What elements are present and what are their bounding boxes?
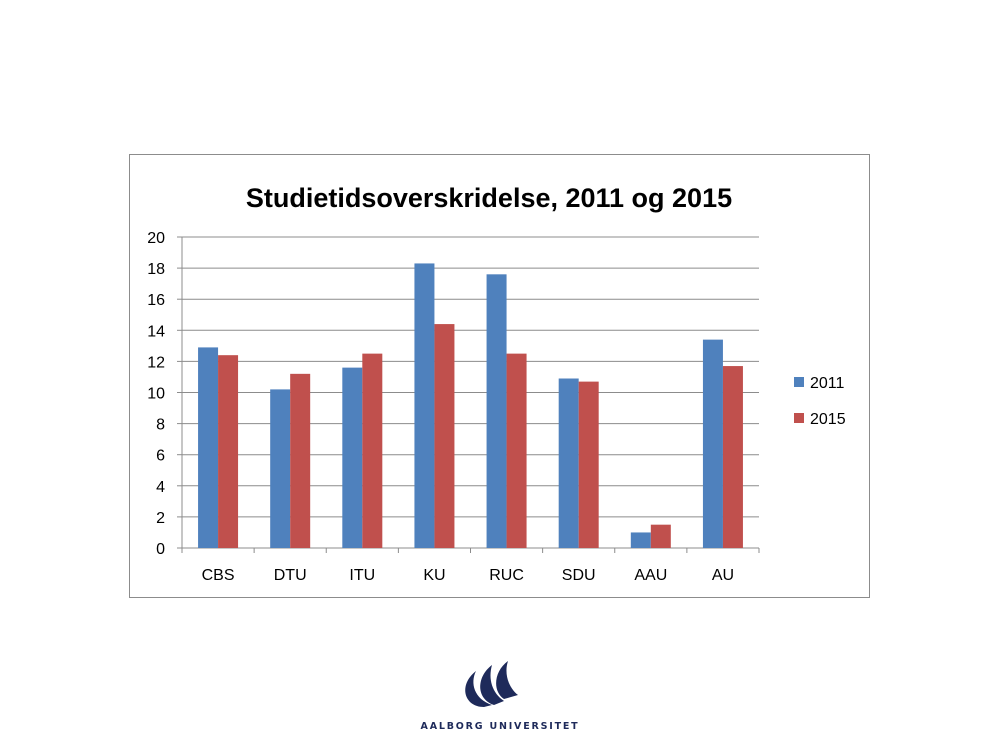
bar-aau-2011: [630, 532, 651, 548]
y-tick-label: 4: [156, 479, 165, 496]
x-tick-label: ITU: [349, 567, 375, 584]
x-tick-label: KU: [423, 567, 445, 584]
bar-chart: Studietidsoverskridelse, 2011 og 2015 0 2…: [147, 183, 846, 584]
x-tick-label: AAU: [634, 567, 667, 584]
x-tick-label: RUC: [489, 567, 524, 584]
y-tick-label: 14: [147, 323, 165, 340]
y-tick-label: 2: [156, 510, 165, 527]
bar-cbs-2015: [218, 355, 239, 548]
bar-ku-2011: [414, 263, 435, 548]
y-tick-label: 8: [156, 417, 165, 434]
bar-ku-2015: [434, 324, 455, 548]
x-tick-label: SDU: [562, 567, 596, 584]
legend-label-2011: 2011: [810, 375, 845, 392]
tick-labels: 0 2 4 6 8 10 12 14 16 18 20 CBS DTU ITU KU RUC SDU AAU AU: [147, 230, 734, 584]
y-tick-label: 6: [156, 448, 165, 465]
bar-au-2011: [702, 339, 723, 548]
y-tick-label: 12: [147, 354, 165, 371]
aalborg-university-logo: AALBORG UNIVERSITET: [400, 655, 600, 745]
aalborg-university-logo-icon: [465, 661, 518, 707]
bar-sdu-2011: [558, 378, 579, 548]
y-tick-label: 10: [147, 386, 165, 403]
chart-frame: Studietidsoverskridelse, 2011 og 2015 0 2…: [129, 154, 870, 598]
legend-swatch-2015: [794, 413, 804, 423]
bar-aau-2015: [650, 524, 671, 548]
axes: [177, 236, 760, 553]
bar-au-2015: [722, 366, 743, 548]
gridlines: [182, 236, 759, 518]
x-tick-label: DTU: [274, 567, 307, 584]
bar-cbs-2011: [198, 347, 219, 548]
y-tick-label: 16: [147, 292, 165, 309]
x-tick-label: CBS: [202, 567, 235, 584]
bar-dtu-2015: [290, 373, 311, 548]
y-tick-label: 18: [147, 261, 165, 278]
bar-ruc-2015: [506, 353, 527, 548]
logo-text: AALBORG UNIVERSITET: [420, 721, 580, 732]
x-tick-label: AU: [712, 567, 734, 584]
bar-itu-2011: [342, 367, 363, 548]
y-tick-label: 0: [156, 541, 165, 558]
bar-sdu-2015: [578, 381, 599, 548]
bars: [198, 263, 743, 548]
bar-itu-2015: [362, 353, 383, 548]
bar-ruc-2011: [486, 274, 507, 548]
legend: 2011 2015: [794, 375, 846, 428]
y-tick-label: 20: [147, 230, 165, 247]
bar-dtu-2011: [270, 389, 291, 548]
legend-swatch-2011: [794, 377, 804, 387]
legend-label-2015: 2015: [810, 411, 846, 428]
chart-title: Studietidsoverskridelse, 2011 og 2015: [246, 183, 732, 213]
